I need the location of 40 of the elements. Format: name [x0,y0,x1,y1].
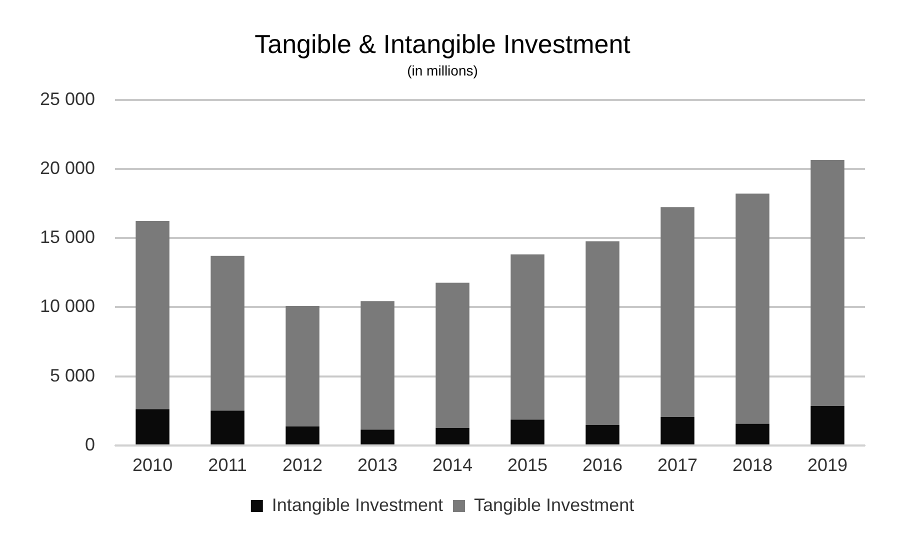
bar [286,426,320,444]
chart-title: Tangible & Intangible Investment [254,28,632,59]
bar [586,424,620,444]
y-tick-label: 5 000 [50,365,96,386]
bar [660,416,694,444]
y-tick-label: 0 [85,434,96,454]
bar [360,301,394,430]
x-tick-label: 2018 [732,455,773,476]
bar [510,420,544,444]
bar [286,306,320,426]
bar [736,194,770,424]
y-tick-label: 20 000 [40,158,96,178]
y-tick-label: 25 000 [40,88,96,109]
bar [436,428,470,444]
bar [510,254,544,420]
bar [810,160,844,406]
bar [210,410,244,444]
x-tick-label: 2013 [358,455,398,476]
bar [360,430,394,444]
bar [136,221,170,410]
bar [586,241,620,425]
x-tick-label: 2014 [432,455,473,476]
legend-label: Tangible Investment [474,494,634,515]
bar [810,406,844,444]
x-tick-label: 2016 [582,455,623,476]
y-tick-label: 15 000 [40,227,96,248]
bar [736,424,770,444]
bar [660,207,694,417]
x-tick-label: 2012 [282,455,323,476]
x-tick-label: 2015 [508,455,548,476]
bar [436,282,470,428]
x-tick-label: 2019 [807,455,848,476]
bar [210,256,244,411]
y-tick-label: 10 000 [40,296,96,316]
x-tick-label: 2010 [132,455,173,476]
legend-label: Intangible Investment [272,494,444,515]
bar [136,409,170,444]
x-tick-label: 2011 [208,455,247,476]
x-tick-label: 2017 [657,455,698,476]
chart-subtitle: (in millions) [407,62,478,78]
